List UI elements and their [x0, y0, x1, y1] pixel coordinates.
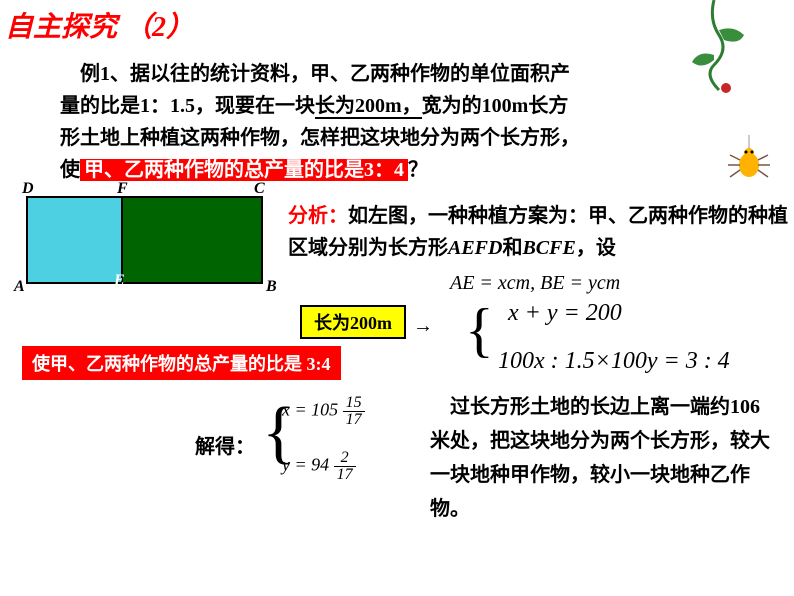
label-e: E	[114, 272, 125, 290]
y-den: 17	[334, 467, 356, 483]
label-b: B	[266, 278, 277, 296]
ratio-callout: 使甲、乙两种作物的总产量的比是 3:4	[22, 346, 341, 380]
label-a: A	[14, 278, 25, 296]
vine-decoration	[674, 0, 764, 100]
arrow-icon: →	[413, 315, 433, 338]
x-den: 17	[343, 412, 365, 428]
solve-label: 解得：	[195, 430, 255, 459]
equation-2: 100x : 1.5×100y = 3 : 4	[498, 348, 730, 375]
y-eq: y = 94	[282, 455, 329, 475]
rectangle-diagram: D F C A E B	[22, 192, 272, 292]
label-d: D	[22, 180, 34, 198]
variable-definitions: AE = xcm, BE = ycm	[450, 272, 620, 295]
equation-1: x + y = 200	[508, 300, 622, 327]
solution-x: x = 105 15 17	[282, 395, 365, 428]
label-c: C	[254, 180, 265, 198]
y-num: 2	[334, 450, 356, 467]
rect-bcfe: BCFE	[522, 237, 575, 259]
highlight-ratio: 甲、乙两种作物的总产量的比是3：4	[80, 159, 408, 181]
x-num: 15	[343, 395, 365, 412]
length-underline: 长为200m，	[315, 95, 422, 119]
y-fraction: 2 17	[334, 450, 356, 483]
qmark: ？	[408, 159, 428, 181]
set-text: ，设	[576, 237, 616, 259]
problem-text: 例1、据以往的统计资料，甲、乙两种作物的单位面积产量的比是1：1.5，现要在一块…	[60, 58, 580, 186]
label-f: F	[117, 180, 128, 198]
rect-aefd: AEFD	[448, 237, 502, 259]
conclusion-body: 过长方形土地的长边上离一端约106米处，把这块地分为两个长方形，较大一块地种甲作…	[430, 396, 770, 520]
x-eq: x = 105	[282, 400, 338, 420]
x-fraction: 15 17	[343, 395, 365, 428]
analysis-label: 分析：	[288, 205, 348, 227]
analysis-text: 分析：如左图，一种种植方案为：甲、乙两种作物的种植区域分别为长方形AEFD和BC…	[288, 200, 788, 264]
conclusion-text: 过长方形土地的长边上离一端约106米处，把这块地分为两个长方形，较大一块地种甲作…	[430, 390, 770, 526]
length-callout: 长为200m	[300, 305, 406, 339]
page-title: 自主探究 （2）	[5, 5, 194, 45]
solution-y: y = 94 2 17	[282, 450, 356, 483]
and-text: 和	[502, 237, 522, 259]
spider-decoration	[724, 135, 774, 185]
equation-brace: {	[465, 296, 494, 365]
